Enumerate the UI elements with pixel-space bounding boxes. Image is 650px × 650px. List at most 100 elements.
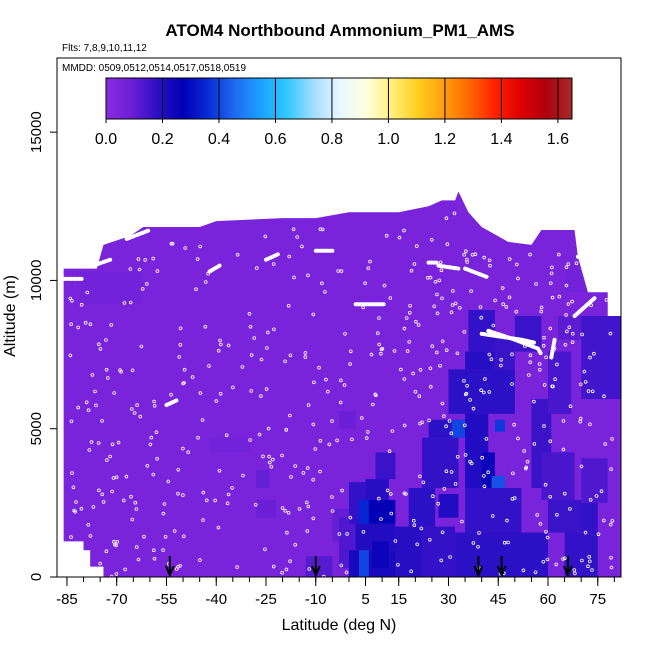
sample-point: [108, 454, 112, 459]
sample-point: [544, 355, 548, 360]
sample-point: [337, 532, 342, 536]
sample-point: [407, 310, 412, 315]
sample-point: [182, 534, 186, 539]
sample-point: [267, 454, 271, 459]
sample-point: [97, 342, 101, 347]
sample-point: [432, 304, 437, 309]
sample-point: [570, 340, 575, 345]
sample-point: [541, 559, 546, 564]
sample-point: [477, 531, 481, 535]
sample-point: [139, 344, 144, 349]
x-tick-label: 5: [361, 591, 369, 608]
down-arrow-icon: [473, 556, 484, 578]
sample-point: [527, 373, 531, 377]
sample-point: [542, 383, 547, 387]
sample-point: [240, 365, 245, 369]
sample-point: [550, 384, 554, 389]
sample-point: [601, 518, 606, 523]
sample-point: [480, 455, 485, 460]
sample-point: [444, 424, 448, 429]
sample-point: [457, 305, 462, 310]
sample-point: [537, 367, 542, 372]
sample-point: [377, 316, 381, 320]
sample-point: [195, 257, 200, 261]
sample-point: [412, 262, 417, 266]
sample-point: [320, 281, 324, 286]
sample-point: [69, 535, 73, 539]
sample-point: [442, 414, 446, 418]
sample-point: [550, 295, 555, 300]
sample-point: [169, 241, 174, 246]
sample-point: [71, 562, 76, 567]
sample-point: [130, 407, 134, 411]
sample-point: [74, 500, 78, 504]
sample-point: [510, 382, 514, 386]
sample-point: [224, 433, 229, 438]
sample-point: [254, 266, 259, 270]
sample-point: [214, 399, 219, 403]
x-tick-label: -85: [56, 591, 78, 608]
sample-point: [471, 541, 476, 545]
sample-point: [583, 530, 588, 535]
sample-point: [284, 427, 289, 432]
sample-point: [369, 352, 374, 357]
sample-point: [364, 436, 369, 440]
sample-point: [452, 211, 457, 216]
sample-point: [464, 249, 468, 254]
sample-point: [138, 414, 143, 419]
y-axis: 0 5000 10000 15000: [28, 111, 57, 581]
sample-point: [263, 547, 267, 552]
sample-point: [438, 363, 442, 368]
sample-point: [468, 398, 472, 402]
heatmap-cell: [395, 526, 422, 577]
sample-point: [339, 269, 344, 273]
sample-point: [104, 367, 109, 372]
sample-point: [320, 227, 325, 232]
sample-point: [539, 305, 544, 310]
sample-point: [479, 388, 483, 393]
sample-point: [453, 301, 458, 306]
sample-point: [370, 402, 375, 407]
sample-point: [444, 348, 449, 353]
sample-point: [152, 556, 157, 561]
sample-point: [561, 419, 566, 423]
sample-point: [610, 437, 614, 441]
sample-point: [588, 422, 592, 427]
sample-point: [207, 364, 211, 368]
sample-point: [263, 234, 268, 239]
sample-point: [418, 421, 422, 426]
sample-point: [435, 311, 440, 316]
heatmap-cell: [209, 437, 250, 453]
sample-point: [544, 529, 548, 534]
sample-point: [556, 252, 561, 257]
sample-point: [201, 518, 205, 522]
x-tick-label: -25: [255, 591, 277, 608]
sample-point: [216, 348, 221, 353]
sample-point: [488, 263, 492, 268]
y-tick-label: 15000: [28, 111, 45, 153]
sample-point: [219, 342, 223, 347]
sample-point: [413, 389, 418, 394]
sample-point: [562, 491, 567, 496]
sample-point: [483, 377, 487, 381]
sample-point: [436, 501, 441, 506]
sample-point: [145, 463, 150, 468]
sample-point: [100, 492, 104, 497]
sample-point: [267, 460, 272, 465]
sample-point: [348, 515, 353, 520]
sample-point: [516, 436, 520, 441]
sample-point: [361, 529, 366, 534]
heatmap-cell: [548, 499, 582, 533]
sample-point: [170, 241, 175, 246]
sample-point: [396, 562, 400, 567]
heatmap-cell: [548, 351, 572, 414]
sample-point: [303, 355, 308, 359]
sample-point: [231, 385, 235, 390]
sample-point: [487, 258, 492, 263]
sample-point: [235, 252, 240, 257]
sample-point: [564, 283, 569, 288]
sample-point: [550, 265, 554, 270]
sample-point: [68, 353, 73, 358]
y-tick-label: 10000: [28, 260, 45, 302]
